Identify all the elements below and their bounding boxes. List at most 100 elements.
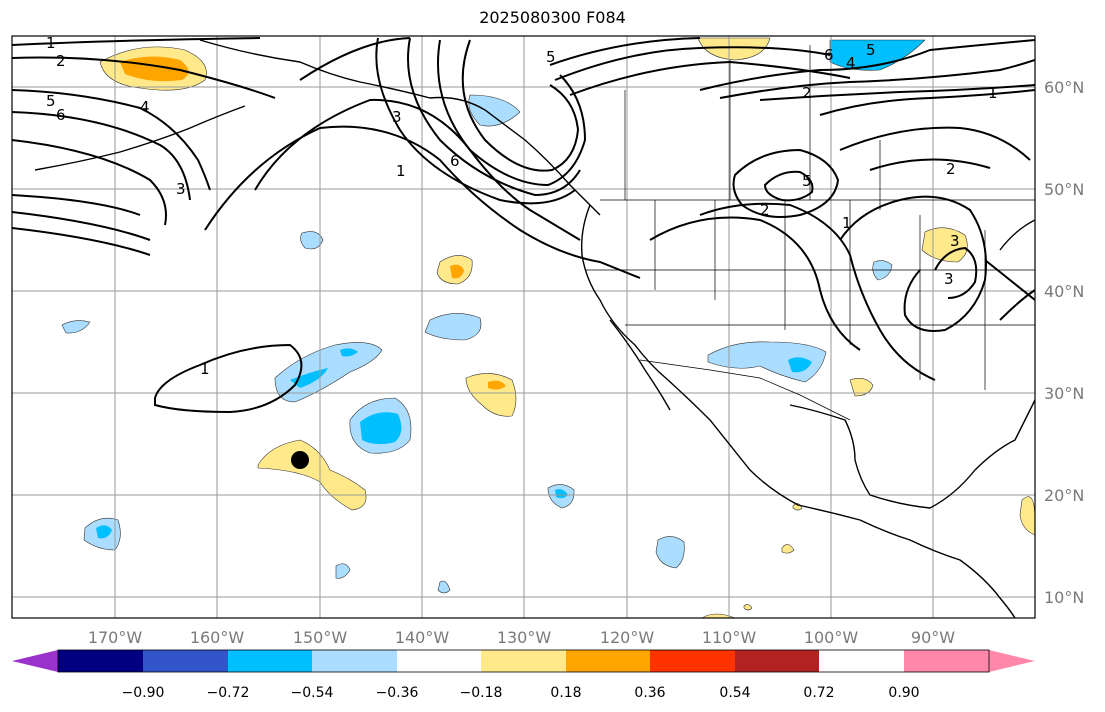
negative-anomaly-patch (61, 320, 91, 334)
contour-line (554, 46, 831, 81)
negative-anomaly-patch (829, 39, 926, 71)
colorbar-segment (228, 650, 312, 672)
contour-line (819, 89, 1035, 116)
contour-label: 5 (802, 172, 812, 190)
contour-label: 1 (988, 84, 998, 102)
contour-line (549, 37, 701, 66)
location-marker (291, 451, 309, 469)
colorbar-segment (397, 650, 481, 672)
positive-anomaly-patch (781, 544, 795, 554)
contour-line (869, 158, 991, 171)
lat-tick: 10°N (1044, 588, 1084, 607)
colorbar-tick-label: 0.90 (888, 685, 919, 701)
positive-anomaly-core (450, 264, 464, 279)
positive-anomaly-core (488, 380, 506, 390)
contour-label: 5 (866, 41, 876, 59)
shaded-anomalies (61, 37, 1035, 618)
contour-label: 3 (392, 108, 402, 126)
aleutian-islands (34, 105, 246, 171)
positive-anomaly-patch (257, 439, 367, 511)
north-america-west-coast (580, 204, 1016, 618)
contour-label: 1 (842, 214, 852, 232)
contour-line (12, 227, 151, 256)
contour-label: 3 (176, 180, 186, 198)
colorbar-extend-high (989, 650, 1035, 672)
contour-line (699, 202, 936, 381)
negative-anomaly-core (788, 357, 812, 373)
contour-label: 4 (140, 98, 150, 116)
longitude-ticks: 170°W 160°W 150°W 140°W 130°W 120°W 110°… (88, 628, 955, 647)
contour-line (12, 37, 261, 46)
negative-anomaly-patch (437, 580, 451, 594)
lon-tick: 140°W (395, 628, 450, 647)
colorbar-segment (58, 650, 143, 672)
negative-anomaly-core (360, 412, 402, 445)
lat-tick: 20°N (1044, 486, 1084, 505)
contour-label: 5 (46, 92, 56, 110)
lon-tick: 150°W (293, 628, 348, 647)
colorbar-tick-label: 0.18 (550, 685, 581, 701)
lon-tick: 170°W (88, 628, 143, 647)
lon-tick: 130°W (497, 628, 552, 647)
gulf-coast (789, 399, 1035, 509)
colorbar-tick-label: −0.18 (460, 685, 503, 701)
contour-line (12, 194, 141, 216)
negative-anomaly-core (96, 525, 112, 539)
colorbar-tick-label: −0.72 (207, 685, 250, 701)
contour-line (759, 84, 1035, 101)
contour-label: 1 (200, 360, 210, 378)
positive-anomaly-patch (697, 37, 771, 61)
contour-line (254, 98, 581, 241)
contour-line (763, 170, 814, 202)
contour-line (999, 289, 1035, 321)
lat-tick: 60°N (1044, 78, 1084, 97)
positive-anomaly-patch (849, 378, 874, 397)
contour-label: 5 (546, 48, 556, 66)
colorbar-tick-label: 0.72 (803, 685, 834, 701)
contour-label: 3 (950, 232, 960, 250)
contour-line (407, 37, 581, 197)
negative-anomaly-core (555, 489, 568, 499)
colorbar-tick-label: 0.36 (634, 685, 665, 701)
contour-label: 6 (824, 46, 834, 64)
contour-label: 6 (450, 152, 460, 170)
lat-tick: 40°N (1044, 282, 1084, 301)
lon-tick: 160°W (190, 628, 245, 647)
contour-label: 3 (944, 270, 954, 288)
lon-tick: 110°W (702, 628, 757, 647)
colorbar-tick-label: −0.90 (122, 685, 165, 701)
contour-line (204, 125, 641, 279)
contour-line (375, 37, 576, 205)
contour-line (839, 195, 987, 332)
lon-tick: 100°W (804, 628, 859, 647)
contour-line (12, 56, 276, 99)
map-frame (11, 35, 1036, 619)
contour-label: 1 (46, 34, 56, 52)
lat-tick: 30°N (1044, 384, 1084, 403)
negative-anomaly-patch (335, 563, 351, 579)
political-borders (585, 45, 1035, 421)
coastlines (34, 39, 1035, 618)
contour-line (154, 343, 303, 414)
contour-line (569, 60, 851, 96)
contours (12, 37, 1035, 414)
contour-line (649, 216, 861, 351)
positive-anomaly-patch (465, 373, 517, 417)
contour-line (299, 37, 411, 81)
east-coast (999, 219, 1035, 251)
colorbar-segment (312, 650, 397, 672)
contour-line (437, 39, 587, 187)
colorbar-segment (566, 650, 650, 672)
lat-tick: 50°N (1044, 180, 1084, 199)
contour-label: 2 (946, 160, 956, 178)
contour-line (12, 139, 167, 226)
contour-label: 6 (56, 106, 66, 124)
contour-label: 1 (396, 162, 406, 180)
colorbar-tick-label: 0.54 (719, 685, 750, 701)
lon-tick: 120°W (600, 628, 655, 647)
colorbar-tick-label: −0.36 (376, 685, 419, 701)
contour-line (719, 59, 1035, 99)
map-title: 2025080300 F084 (479, 8, 626, 27)
colorbar-tick-label: −0.54 (291, 685, 334, 701)
negative-anomaly-patch (300, 231, 324, 250)
